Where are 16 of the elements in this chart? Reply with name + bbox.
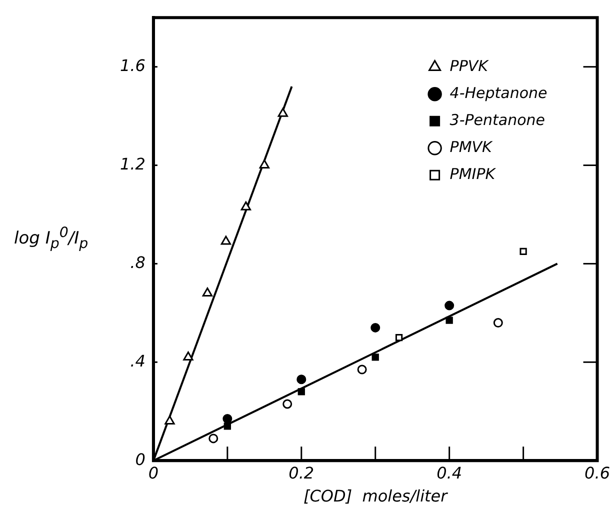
x-axis-title: [COD] moles/liter (304, 486, 449, 506)
y-tick-label: 1.2 (120, 154, 146, 174)
x-tick-label: 0.2 (288, 463, 314, 482)
y-tick-label: 1.6 (120, 56, 146, 75)
x-tick-label: 0 (148, 463, 159, 482)
y-tick-label: .4 (130, 351, 146, 370)
legend-label: PMVK (450, 138, 494, 156)
legend-label: PMIPK (450, 164, 496, 183)
legend-label: 4-Heptanone (450, 84, 548, 102)
x-tick-label: 0.4 (436, 463, 462, 482)
x-tick-label: 0.6 (584, 463, 610, 482)
legend-label: PPVK (450, 56, 490, 75)
y-tick-label: 0 (135, 450, 146, 469)
y-tick-label: .8 (130, 252, 146, 272)
y-axis-title: log I$_{p}$$^{0}$/I$_{p}$ (14, 225, 88, 252)
legend-label: 3-Pentanone (450, 110, 546, 129)
